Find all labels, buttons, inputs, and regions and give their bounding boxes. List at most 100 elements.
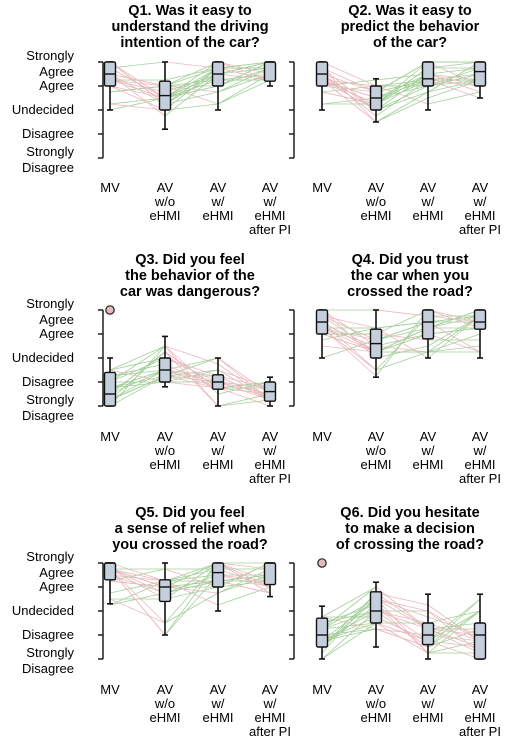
participant-line [109, 369, 166, 389]
panel-title-line: Q1. Was it easy to [128, 3, 252, 19]
panel-title-line: the car when you [351, 268, 469, 284]
y-tick-label-line: Disagree [22, 160, 74, 175]
x-tick-label-line: eHMI [360, 457, 391, 472]
participant-line [427, 640, 481, 654]
x-tick-label-line: AV [262, 429, 279, 444]
participant-line [164, 79, 219, 99]
panel-title-line: the behavior of the [125, 268, 255, 284]
participant-line [321, 321, 377, 371]
box-1 [315, 309, 329, 359]
x-tick-label-line: AV [472, 682, 489, 697]
box-3 [211, 562, 225, 612]
box-body [103, 562, 117, 581]
x-tick-label-line: w/o [154, 443, 175, 458]
panel-title: Q2. Was it easy to predict the behavior of… [341, 3, 480, 51]
x-tick-label-line: eHMI [464, 710, 495, 725]
box-body [421, 622, 435, 646]
participant-line [321, 333, 377, 353]
participant-line [375, 622, 429, 654]
participant-lines [321, 309, 481, 377]
x-tick-label: AV w/o eHMI [360, 682, 391, 725]
x-tick-label-line: MV [100, 180, 120, 195]
participant-line [217, 568, 271, 588]
panel-title: Q4. Did you trust the car when you crossed… [347, 252, 473, 300]
box-3 [421, 593, 435, 660]
x-tick-label-line: AV [262, 682, 279, 697]
participant-line [321, 622, 377, 660]
y-tick-label: Strongly Agree [26, 48, 74, 79]
x-tick-label-line: w/o [365, 696, 386, 711]
x-tick-label: MV [100, 429, 120, 444]
y-tick-label-line: Undecided [12, 603, 74, 618]
participant-line [427, 73, 481, 87]
x-tick-label: AV w/eHMI after PI [249, 682, 291, 739]
participant-line [375, 598, 429, 630]
x-tick-label-line: MV [100, 429, 120, 444]
participant-line [427, 333, 481, 353]
x-tick-label-line: eHMI [254, 710, 285, 725]
participant-line [164, 67, 219, 81]
x-tick-label-line: eHMI [149, 457, 180, 472]
participant-line [375, 309, 429, 335]
y-tick-label-line: Strongly [26, 549, 74, 564]
x-tick-label: AV w/eHMI [412, 180, 443, 223]
x-tick-label: AV w/eHMI [202, 429, 233, 472]
box-body [211, 562, 225, 588]
box-body [473, 309, 487, 330]
box-1 [103, 61, 117, 111]
x-tick-label: AV w/eHMI [412, 682, 443, 725]
participant-line [427, 628, 481, 654]
y-tick-label: Disagree [22, 374, 74, 389]
y-tick-label-line: Agree [39, 312, 74, 327]
box-3 [421, 61, 435, 111]
x-tick-label-line: eHMI [412, 710, 443, 725]
participant-line [217, 562, 271, 588]
x-tick-label-line: AV [472, 429, 489, 444]
x-tick-label-line: w/ [211, 696, 225, 711]
participant-lines [109, 61, 271, 117]
box-body [158, 579, 172, 603]
participant-line [321, 91, 377, 105]
panel-title-line: intention of the car? [120, 35, 260, 51]
x-tick-label: AV w/eHMI after PI [459, 682, 501, 739]
y-tick-label: Disagree [22, 126, 74, 141]
y-tick-label: Strongly Agree [26, 549, 74, 580]
participant-line [427, 616, 481, 636]
participant-line [217, 61, 271, 75]
x-tick-label: MV [312, 180, 332, 195]
participant-line [375, 345, 429, 353]
box-2 [158, 61, 172, 130]
x-tick-label-line: after PI [459, 724, 501, 739]
participant-line [217, 574, 271, 594]
box-body [473, 622, 487, 660]
y-tick-label-line: Agree [39, 579, 74, 594]
x-tick-label: MV [312, 682, 332, 697]
y-tick-label: Strongly Agree [26, 296, 74, 327]
x-tick-label: AV w/eHMI after PI [249, 180, 291, 237]
participant-line [217, 381, 271, 389]
participant-line [217, 562, 271, 570]
participant-line [427, 91, 481, 105]
x-tick-label-line: w/ [421, 696, 435, 711]
participant-line [164, 85, 219, 99]
participant-line [321, 61, 377, 87]
x-tick-label-line: AV [420, 180, 437, 195]
participant-line [109, 568, 166, 582]
participant-line [321, 67, 377, 93]
x-tick-label-line: w/ [263, 696, 277, 711]
participant-line [427, 309, 481, 329]
participant-line [109, 85, 166, 93]
x-tick-label-line: w/ [263, 443, 277, 458]
y-tick-label-line: Disagree [22, 627, 74, 642]
participant-lines [109, 562, 271, 636]
participant-line [164, 369, 219, 377]
participant-line [427, 345, 481, 353]
x-tick-label-line: w/o [154, 194, 175, 209]
box-4 [473, 593, 487, 660]
box-1 [103, 562, 117, 605]
x-tick-label: MV [100, 180, 120, 195]
box-4 [473, 309, 487, 359]
box-3 [211, 61, 225, 111]
participant-line [217, 363, 271, 401]
participant-line [321, 610, 377, 624]
